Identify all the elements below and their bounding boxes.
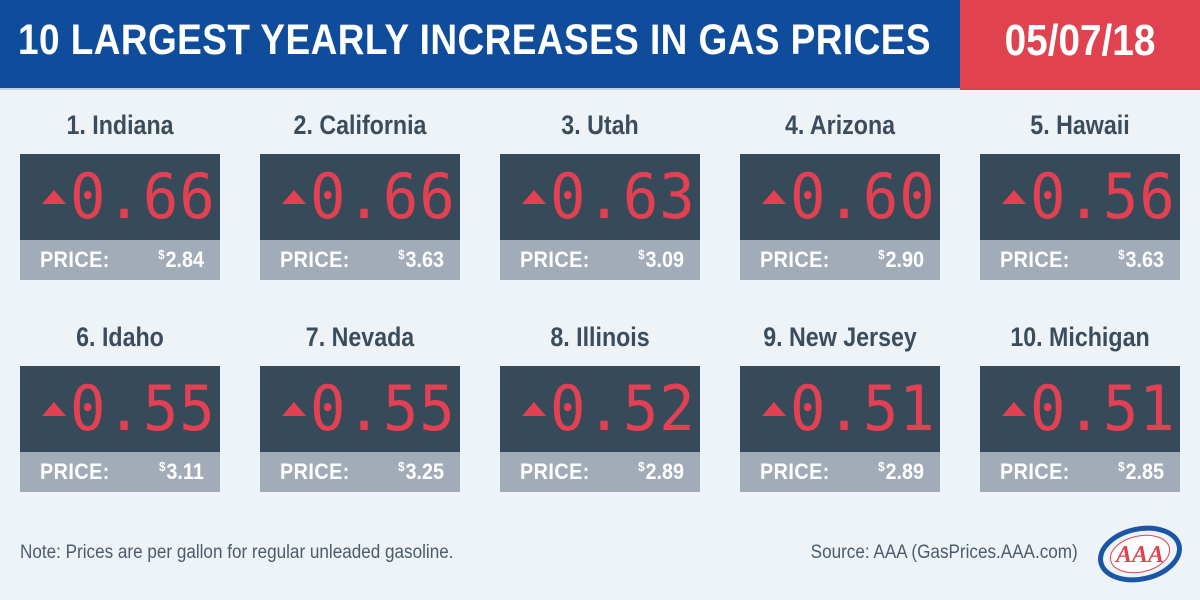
price-value: $2.85 — [1118, 459, 1164, 485]
page-title: 10 LARGEST YEARLY INCREASES IN GAS PRICE… — [18, 16, 931, 64]
price-label: PRICE: — [520, 247, 590, 272]
up-triangle-icon — [282, 190, 306, 204]
header: 10 LARGEST YEARLY INCREASES IN GAS PRICE… — [0, 0, 1200, 90]
increase-display: 0.55 — [260, 366, 460, 452]
increase-display: 0.51 — [980, 366, 1180, 452]
price-label: PRICE: — [760, 459, 830, 484]
state-label: 3. Utah — [561, 110, 639, 140]
price-value: $3.09 — [638, 247, 684, 273]
increase-display: 0.63 — [500, 154, 700, 240]
price-label: PRICE: — [280, 459, 350, 484]
up-triangle-icon — [522, 402, 546, 416]
up-triangle-icon — [1002, 190, 1026, 204]
state-label: 9. New Jersey — [763, 322, 917, 352]
aaa-logo-text: AAA — [1114, 542, 1164, 568]
price-value: $3.25 — [398, 459, 444, 485]
increase-display: 0.56 — [980, 154, 1180, 240]
increase-value: 0.55 — [70, 372, 216, 445]
price-amount: 2.90 — [885, 247, 924, 272]
footer-source: Source: AAA (GasPrices.AAA.com) — [810, 542, 1078, 563]
increase-display: 0.66 — [20, 154, 220, 240]
currency-symbol: $ — [1118, 459, 1125, 474]
price-amount: 3.63 — [405, 247, 444, 272]
state-label: 1. Indiana — [66, 110, 174, 140]
price-strip: PRICE: $3.11 — [20, 452, 220, 492]
price-label: PRICE: — [40, 247, 110, 272]
up-triangle-icon — [762, 190, 786, 204]
increase-value: 0.51 — [1030, 372, 1176, 445]
price-value: $2.89 — [878, 459, 924, 485]
currency-symbol: $ — [1118, 247, 1125, 262]
price-strip: PRICE: $2.89 — [500, 452, 700, 492]
increase-value: 0.55 — [310, 372, 456, 445]
increase-value: 0.66 — [310, 160, 456, 233]
price-value: $3.11 — [159, 459, 204, 485]
price-value: $3.63 — [398, 247, 444, 273]
price-amount: 3.25 — [405, 459, 444, 484]
state-label: 4. Arizona — [784, 110, 896, 140]
price-amount: 2.84 — [165, 247, 204, 272]
price-strip: PRICE: $3.63 — [980, 240, 1180, 280]
increase-display: 0.66 — [260, 154, 460, 240]
price-value: $2.89 — [638, 459, 684, 485]
state-label: 8. Illinois — [550, 322, 650, 352]
increase-display: 0.51 — [740, 366, 940, 452]
state-label: 6. Idaho — [76, 322, 164, 352]
increase-value: 0.60 — [790, 160, 936, 233]
price-strip: PRICE: $3.25 — [260, 452, 460, 492]
currency-symbol: $ — [398, 247, 405, 262]
increase-display: 0.60 — [740, 154, 940, 240]
currency-symbol: $ — [158, 247, 165, 262]
currency-symbol: $ — [638, 247, 645, 262]
date-label: 05/07/18 — [1004, 16, 1156, 65]
price-strip: PRICE: $2.89 — [740, 452, 940, 492]
increase-value: 0.51 — [790, 372, 936, 445]
state-label: 10. Michigan — [1010, 322, 1150, 352]
increase-value: 0.63 — [550, 160, 696, 233]
price-label: PRICE: — [520, 459, 590, 484]
price-value: $2.84 — [158, 247, 204, 273]
currency-symbol: $ — [159, 459, 166, 474]
price-label: PRICE: — [40, 459, 110, 484]
state-label: 5. Hawaii — [1030, 110, 1130, 140]
increase-display: 0.55 — [20, 366, 220, 452]
up-triangle-icon — [42, 402, 66, 416]
currency-symbol: $ — [638, 459, 645, 474]
title-bar: 10 LARGEST YEARLY INCREASES IN GAS PRICE… — [0, 0, 960, 90]
currency-symbol: $ — [878, 459, 885, 474]
up-triangle-icon — [762, 402, 786, 416]
price-amount: 3.63 — [1125, 247, 1164, 272]
footer-note: Note: Prices are per gallon for regular … — [20, 542, 454, 563]
increase-value: 0.52 — [550, 372, 696, 445]
date-box: 05/07/18 — [960, 0, 1200, 90]
currency-symbol: $ — [398, 459, 405, 474]
price-strip: PRICE: $3.09 — [500, 240, 700, 280]
price-amount: 3.09 — [645, 247, 684, 272]
price-amount: 2.89 — [885, 459, 924, 484]
price-strip: PRICE: $2.85 — [980, 452, 1180, 492]
price-strip: PRICE: $2.84 — [20, 240, 220, 280]
increase-display: 0.52 — [500, 366, 700, 452]
up-triangle-icon — [42, 190, 66, 204]
price-label: PRICE: — [280, 247, 350, 272]
price-strip: PRICE: $3.63 — [260, 240, 460, 280]
currency-symbol: $ — [878, 247, 885, 262]
price-value: $2.90 — [878, 247, 924, 273]
price-value: $3.63 — [1118, 247, 1164, 273]
up-triangle-icon — [1002, 402, 1026, 416]
price-amount: 2.89 — [645, 459, 684, 484]
state-label: 7. Nevada — [305, 322, 415, 352]
increase-value: 0.56 — [1030, 160, 1176, 233]
aaa-logo: AAA — [1098, 525, 1182, 583]
price-label: PRICE: — [760, 247, 830, 272]
increase-value: 0.66 — [70, 160, 216, 233]
up-triangle-icon — [522, 190, 546, 204]
up-triangle-icon — [282, 402, 306, 416]
price-amount: 2.85 — [1125, 459, 1164, 484]
price-strip: PRICE: $2.90 — [740, 240, 940, 280]
state-label: 2. California — [293, 110, 427, 140]
price-label: PRICE: — [1000, 247, 1070, 272]
price-label: PRICE: — [1000, 459, 1070, 484]
price-amount: 3.11 — [166, 459, 204, 484]
